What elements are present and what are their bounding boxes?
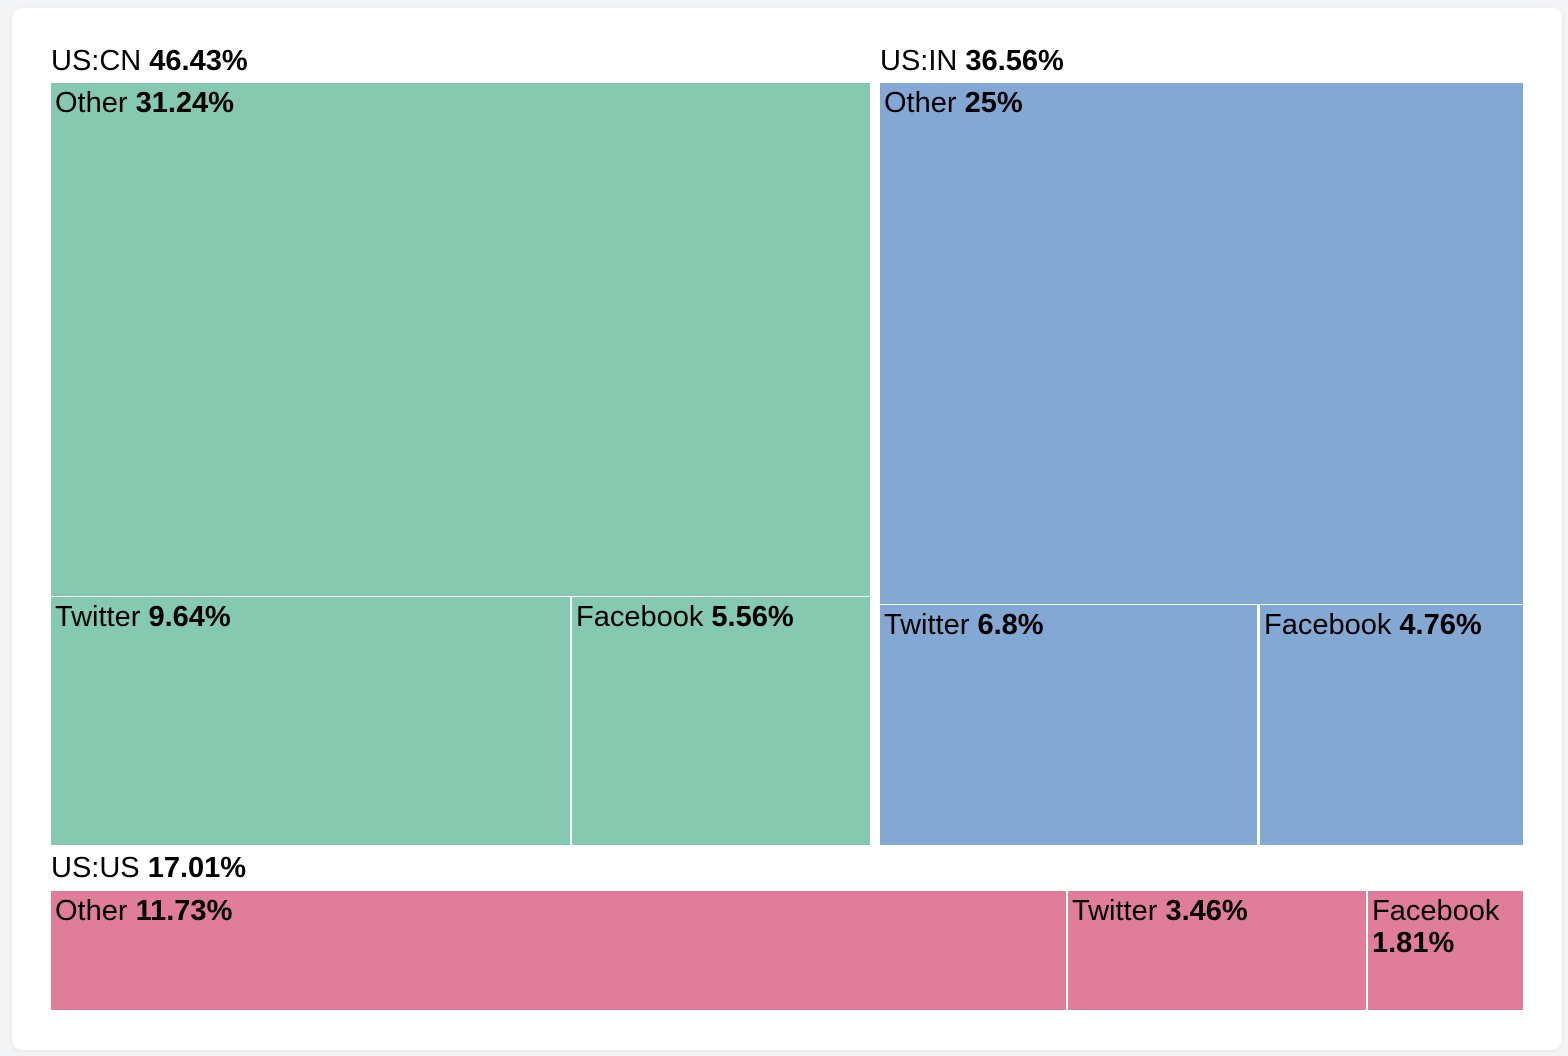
treemap-cell-twitter[interactable]: Twitter 3.46% [1068,891,1366,1010]
treemap-cell-twitter[interactable]: Twitter 9.64% [51,597,570,845]
cell-value: 3.46% [1165,895,1248,927]
treemap-cell-twitter[interactable]: Twitter 6.8% [880,605,1257,845]
group-label: US:IN 36.56% [880,45,1064,77]
cell-name: Other [55,87,136,119]
cell-name: Facebook [1372,895,1500,927]
treemap-cell-other[interactable]: Other 11.73% [51,891,1066,1010]
cell-value: 31.24% [135,87,234,119]
cell-name: Twitter [55,601,149,633]
cell-name: Twitter [884,609,978,641]
cell-value: 4.76% [1399,609,1482,641]
group-name: US:US [51,852,148,884]
cell-value: 11.73% [135,895,233,927]
cell-value: 9.64% [148,601,231,633]
treemap-cell-facebook[interactable]: Facebook 5.56% [572,597,870,845]
group-name: US:IN [880,45,966,77]
cell-name: Facebook [1264,609,1400,641]
treemap-cell-facebook[interactable]: Facebook 1.81% [1368,891,1523,1010]
group-label: US:US 17.01% [51,852,246,884]
cell-value: 1.81% [1372,927,1455,959]
cell-name: Other [55,895,136,927]
group-name: US:CN [51,45,150,77]
group-value: 17.01% [147,852,247,884]
cell-value: 5.56% [711,601,794,633]
group-value: 46.43% [149,45,248,77]
treemap-cell-other[interactable]: Other 31.24% [51,83,870,596]
group-value: 36.56% [965,45,1064,77]
group-label: US:CN 46.43% [51,45,248,77]
cell-value: 6.8% [977,609,1044,641]
cell-name: Other [884,87,965,119]
cell-value: 25% [964,87,1023,119]
cell-name: Facebook [576,601,712,633]
treemap-cell-other[interactable]: Other 25% [880,83,1523,604]
treemap-cell-facebook[interactable]: Facebook 4.76% [1260,605,1523,845]
cell-name: Twitter [1072,895,1166,927]
